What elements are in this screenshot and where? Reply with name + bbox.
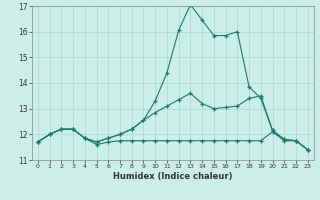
- X-axis label: Humidex (Indice chaleur): Humidex (Indice chaleur): [113, 172, 233, 181]
